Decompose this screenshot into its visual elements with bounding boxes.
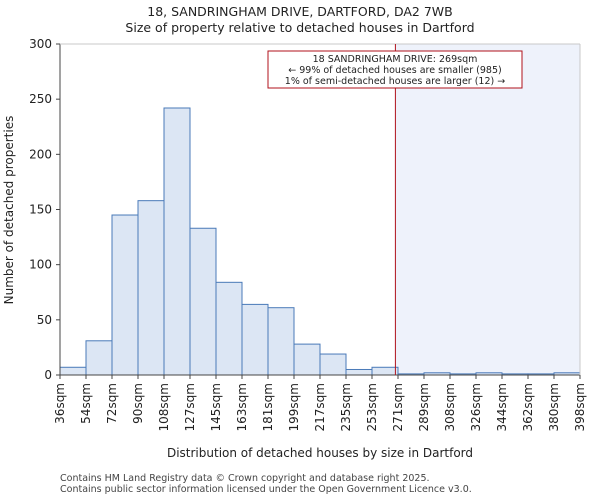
x-tick-label: 54sqm <box>79 383 93 424</box>
histogram-chart: 0 50 100 150 200 250 300 36sqm 54sqm 72sqm 90sqm 1… <box>2 37 587 460</box>
bar-36sqm <box>59 366 87 376</box>
y-tick-label: 200 <box>29 147 52 161</box>
x-tick-label: 108sqm <box>157 383 171 431</box>
x-tick-label: 326sqm <box>469 383 483 431</box>
footer-licence: Contains public sector information licen… <box>60 484 472 495</box>
x-tick-label: 380sqm <box>547 383 561 431</box>
y-axis: 0 50 100 150 200 250 300 <box>29 37 61 382</box>
x-tick-label: 145sqm <box>209 383 223 431</box>
chart-title: Size of property relative to detached ho… <box>125 20 475 35</box>
y-tick-label: 250 <box>29 92 52 106</box>
bar-199sqm <box>293 343 321 376</box>
bar-145sqm <box>215 281 243 376</box>
bar-127sqm <box>189 227 217 376</box>
y-tick-label: 0 <box>44 368 52 382</box>
x-tick-label: 72sqm <box>105 383 119 424</box>
bar-163sqm <box>241 303 269 376</box>
y-tick-label: 100 <box>29 258 52 272</box>
x-tick-label: 308sqm <box>443 383 457 431</box>
chart-title-address: 18, SANDRINGHAM DRIVE, DARTFORD, DA2 7WB <box>147 4 453 19</box>
annotation-line-2: ← 99% of detached houses are smaller (98… <box>288 65 501 76</box>
highlight-region <box>395 44 580 375</box>
x-tick-label: 127sqm <box>183 383 197 431</box>
x-axis-label: Distribution of detached houses by size … <box>167 446 473 460</box>
annotation-box: 18 SANDRINGHAM DRIVE: 269sqm ← 99% of de… <box>267 50 523 89</box>
x-tick-label: 235sqm <box>339 383 353 431</box>
bar-90sqm <box>137 200 165 376</box>
bar-253sqm <box>371 366 399 376</box>
x-tick-label: 253sqm <box>365 383 379 431</box>
annotation-line-1: 18 SANDRINGHAM DRIVE: 269sqm <box>313 54 478 65</box>
x-tick-label: 36sqm <box>53 383 67 424</box>
x-tick-label: 181sqm <box>261 383 275 431</box>
footer-copyright: Contains HM Land Registry data © Crown c… <box>60 473 430 484</box>
bar-217sqm <box>319 353 347 376</box>
bar-235sqm <box>345 368 373 376</box>
y-tick-label: 150 <box>29 203 52 217</box>
x-tick-label: 217sqm <box>313 383 327 431</box>
annotation-line-3: 1% of semi-detached houses are larger (1… <box>285 76 505 87</box>
x-tick-label: 398sqm <box>573 383 587 431</box>
x-tick-label: 199sqm <box>287 383 301 431</box>
x-tick-label: 271sqm <box>391 383 405 431</box>
bar-181sqm <box>267 307 295 376</box>
x-tick-label: 289sqm <box>417 383 431 431</box>
x-tick-label: 90sqm <box>131 383 145 424</box>
x-tick-label: 163sqm <box>235 383 249 431</box>
y-tick-label: 50 <box>37 313 52 327</box>
bars-group <box>59 107 581 376</box>
y-tick-label: 300 <box>29 37 52 51</box>
y-axis-label: Number of detached properties <box>2 116 16 305</box>
x-axis: 36sqm 54sqm 72sqm 90sqm 108sqm 127sqm 145sqm 16… <box>53 43 587 431</box>
x-tick-label: 362sqm <box>521 383 535 431</box>
bar-72sqm <box>111 214 139 376</box>
bar-108sqm <box>163 107 191 376</box>
bar-54sqm <box>85 340 113 376</box>
x-tick-label: 344sqm <box>495 383 509 431</box>
